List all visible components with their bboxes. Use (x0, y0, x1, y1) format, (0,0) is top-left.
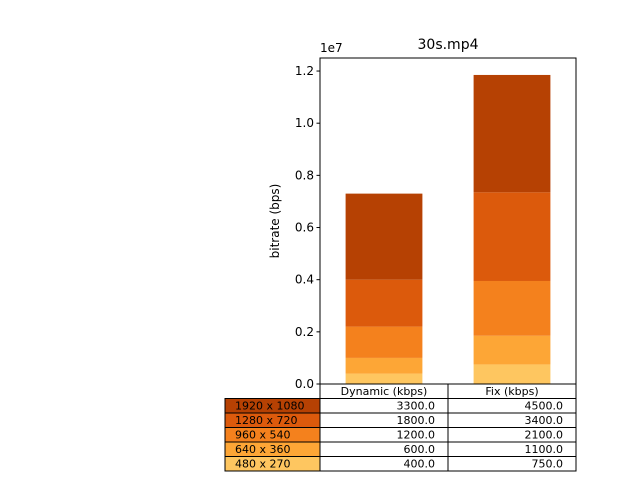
bar-segment-640x360-0 (345, 357, 423, 374)
y-axis-label: bitrate (bps) (268, 184, 282, 259)
table-cell-value: 1800.0 (397, 414, 436, 427)
table-row-label: 960 x 540 (235, 429, 291, 442)
bar-segment-1280x720-0 (345, 279, 423, 327)
table-cell-value: 4500.0 (525, 400, 564, 413)
bar-segment-1280x720-1 (473, 192, 551, 281)
table-row-label: 1920 x 1080 (235, 400, 305, 413)
table-row-label: 1280 x 720 (235, 414, 298, 427)
y-tick-label: 1.2 (295, 64, 314, 78)
data-table: Dynamic (kbps) Fix (kbps) 1920 x 1080 3300.… (224, 383, 577, 472)
table-cell-value: 1200.0 (397, 429, 436, 442)
table-cell-value: 750.0 (532, 458, 564, 471)
y-tick-label: 0.4 (295, 273, 314, 287)
bar-segment-960x540-0 (345, 326, 423, 358)
table-row-label: 640 x 360 (235, 443, 291, 456)
bar-segment-1920x1080-0 (345, 193, 423, 280)
y-tick-label: 0.0 (295, 377, 314, 391)
table-cell (447, 456, 577, 472)
bar-segment-640x360-1 (473, 335, 551, 365)
y-tick-label: 0.2 (295, 325, 314, 339)
table-cell-value: 3300.0 (397, 400, 436, 413)
table-cell-value: 3400.0 (525, 414, 564, 427)
table-row-label: 480 x 270 (235, 458, 291, 471)
y-tick-label: 1.0 (295, 116, 314, 130)
bar-segment-1920x1080-1 (473, 74, 551, 193)
chart-title: 30s.mp4 (418, 37, 479, 53)
table-header-label: Fix (kbps) (485, 385, 538, 398)
bar-group (345, 74, 551, 384)
table-cell-value: 600.0 (404, 443, 436, 456)
y-axis: 0.0 0.2 0.4 0.6 0.8 1.0 1.2 (295, 64, 320, 391)
bar-segment-480x270-1 (473, 364, 551, 384)
table-cell-value: 400.0 (404, 458, 436, 471)
table-cell-value: 1100.0 (525, 443, 564, 456)
y-offset-label: 1e7 (320, 41, 343, 55)
bar-segment-480x270-0 (345, 373, 423, 384)
table-cell-value: 2100.0 (525, 429, 564, 442)
y-tick-label: 0.6 (295, 221, 314, 235)
bar-segment-960x540-1 (473, 280, 551, 336)
table-header-label: Dynamic (kbps) (341, 385, 428, 398)
y-tick-label: 0.8 (295, 168, 314, 182)
